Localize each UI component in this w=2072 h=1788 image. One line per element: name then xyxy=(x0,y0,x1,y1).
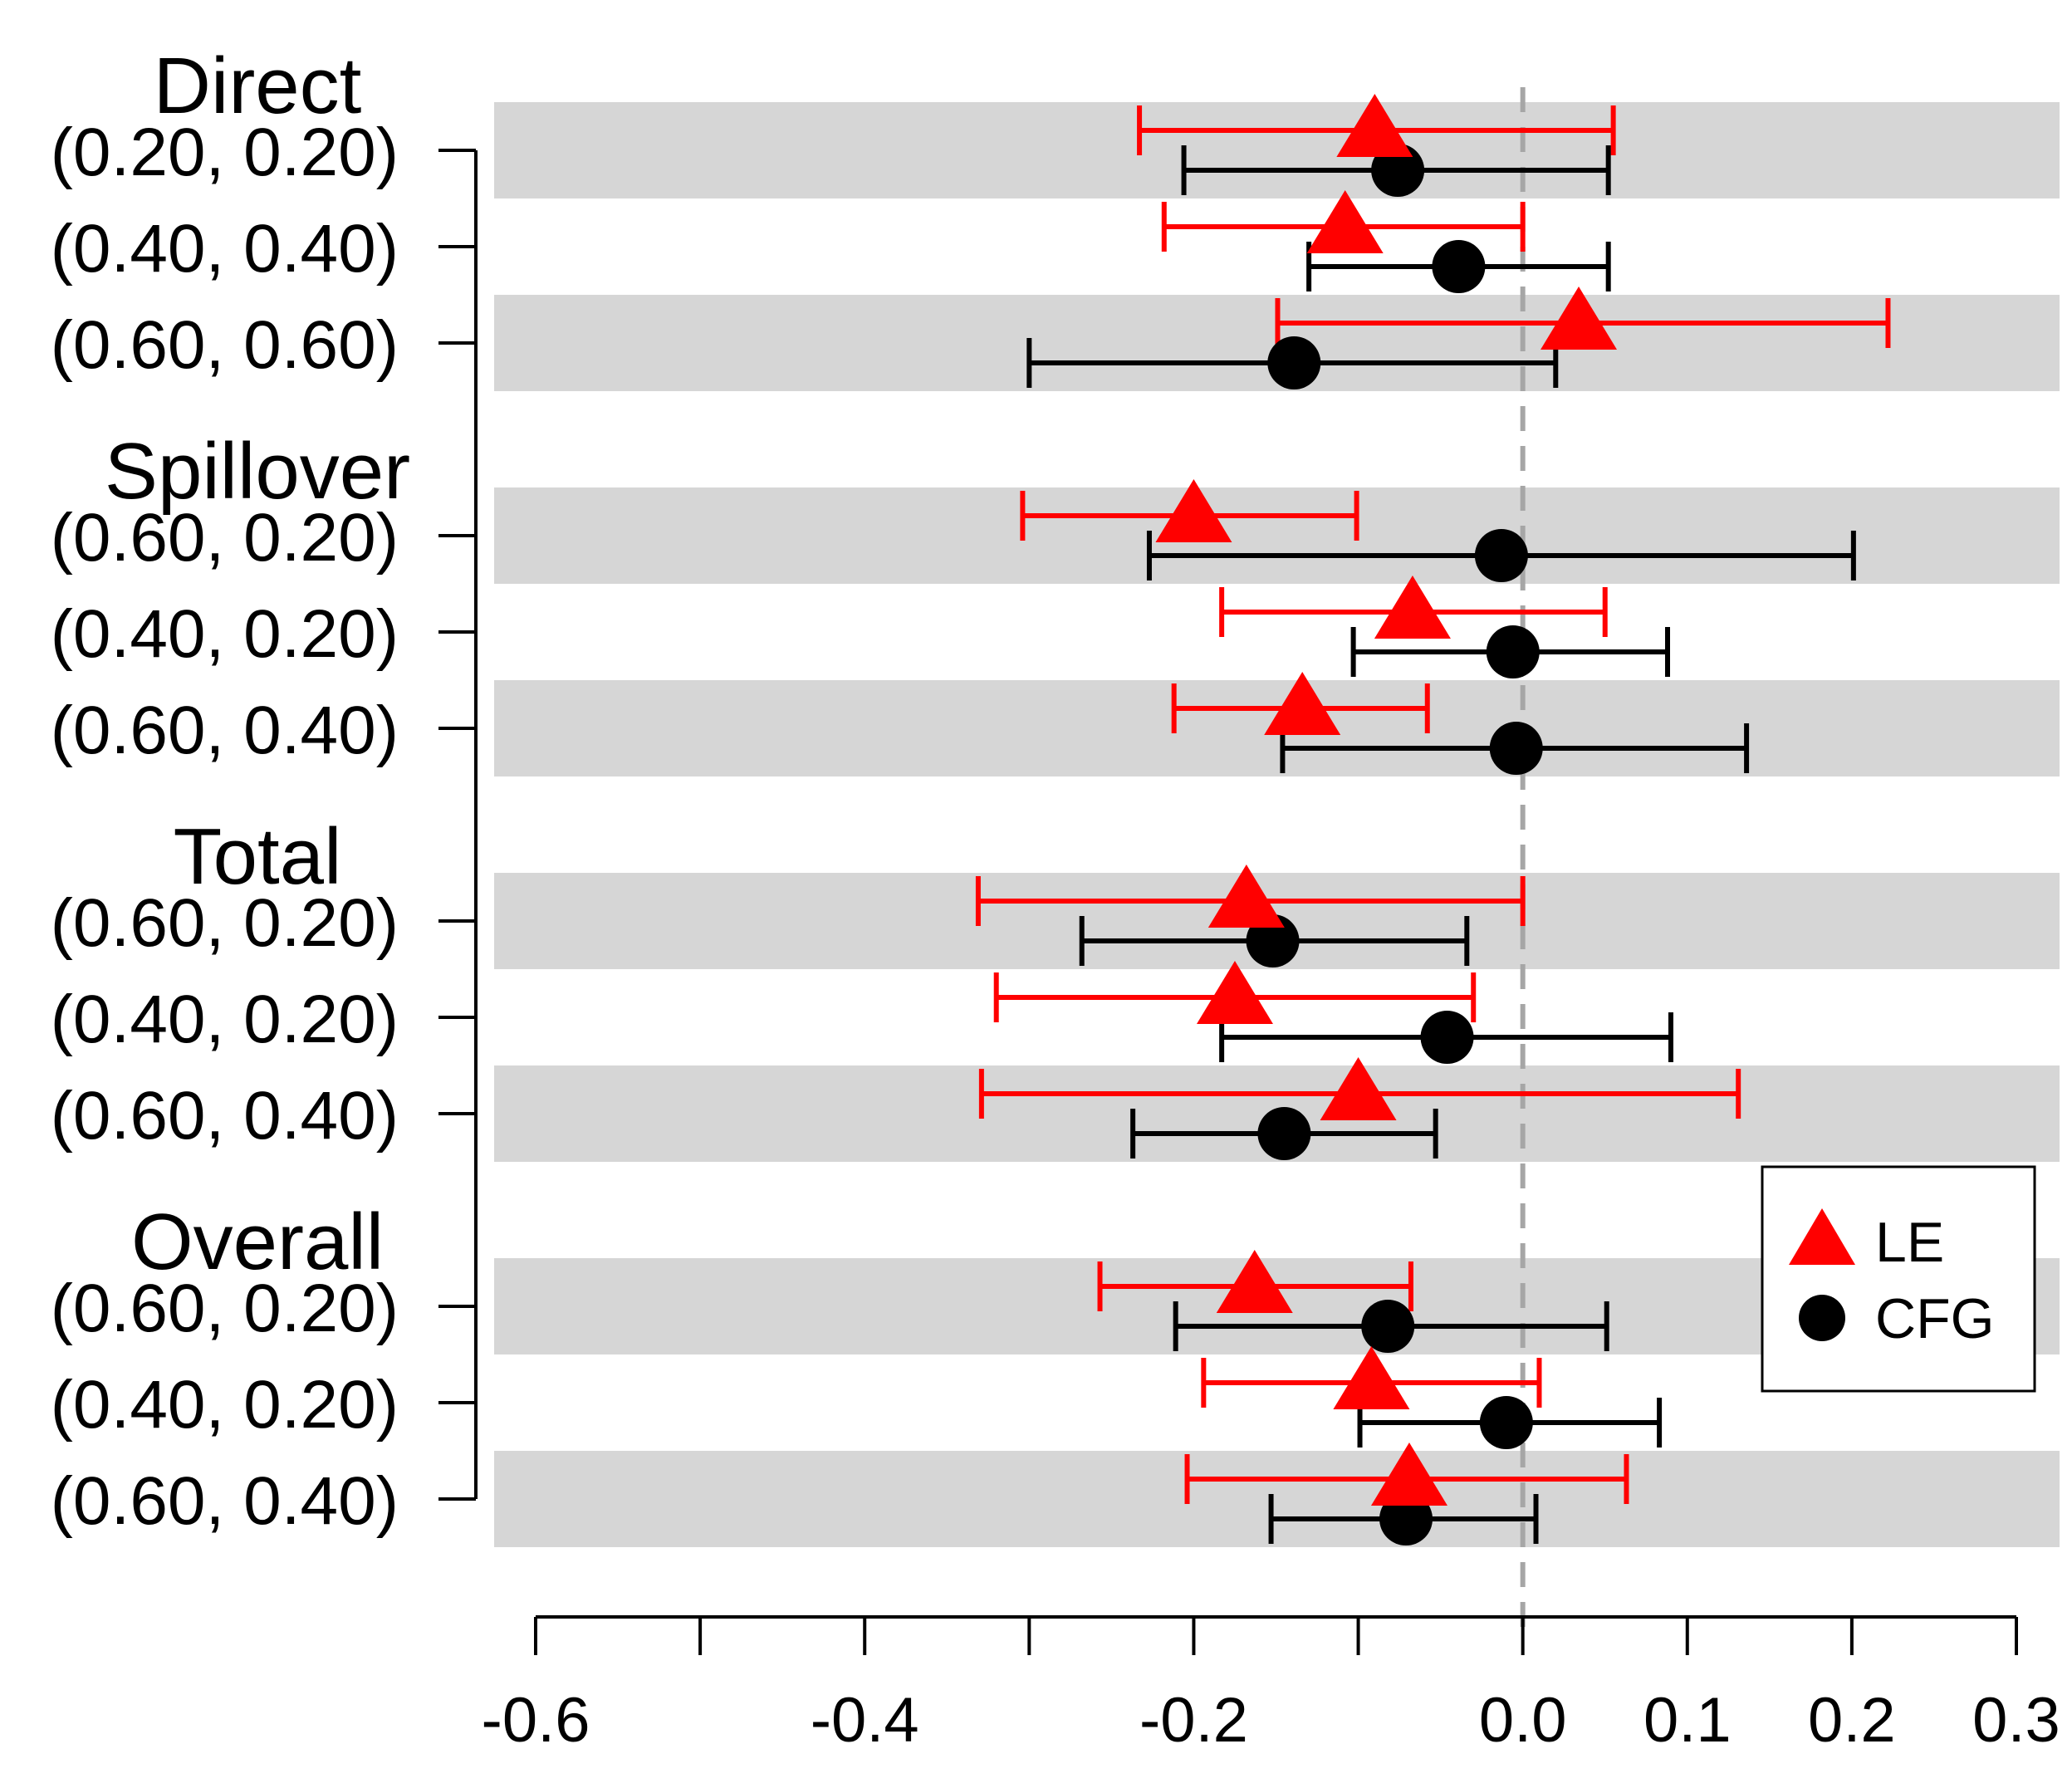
x-tick-label: 0.0 xyxy=(1479,1685,1567,1756)
le-point xyxy=(1264,672,1341,735)
cfg-point xyxy=(1432,240,1486,293)
le-point xyxy=(1216,1250,1293,1313)
row-band xyxy=(494,487,2060,584)
le-point xyxy=(1374,576,1451,639)
cfg-point xyxy=(1420,1011,1474,1064)
row-label: (0.60, 0.40) xyxy=(51,1463,399,1539)
le-point xyxy=(1370,1443,1447,1506)
x-tick-label: -0.6 xyxy=(482,1685,590,1756)
legend-box xyxy=(1761,1165,2036,1393)
row-label: (0.40, 0.20) xyxy=(51,1367,399,1443)
x-tick-label: 0.3 xyxy=(1972,1685,2060,1756)
group-title: Overall xyxy=(131,1198,384,1286)
cfg-point xyxy=(1361,1300,1415,1353)
le-point xyxy=(1333,1346,1410,1409)
row-label: (0.60, 0.40) xyxy=(51,693,399,768)
x-tick-label: 0.1 xyxy=(1643,1685,1732,1756)
group-title: Spillover xyxy=(105,427,410,516)
row-band xyxy=(494,102,2060,198)
cfg-point xyxy=(1486,625,1540,678)
row-label: (0.40, 0.40) xyxy=(51,211,399,287)
cfg-point xyxy=(1267,336,1321,389)
le-point xyxy=(1155,479,1232,542)
row-label: (0.60, 0.20) xyxy=(51,885,399,961)
cfg-point xyxy=(1474,529,1528,582)
row-label: (0.60, 0.20) xyxy=(51,1271,399,1346)
row-label: (0.60, 0.40) xyxy=(51,1078,399,1154)
cfg-point xyxy=(1479,1396,1533,1449)
cfg-point xyxy=(1257,1107,1311,1160)
legend-label-le: LE xyxy=(1875,1211,1944,1274)
row-label: (0.20, 0.20) xyxy=(51,115,399,190)
le-point xyxy=(1196,961,1273,1024)
le-point xyxy=(1306,190,1384,253)
legend-le-symbol xyxy=(1789,1208,1855,1265)
legend-cfg-symbol xyxy=(1799,1295,1845,1341)
le-point xyxy=(1320,1057,1397,1120)
legend-label-cfg: CFG xyxy=(1875,1287,1995,1350)
group-title: Total xyxy=(174,812,342,901)
row-label: (0.40, 0.20) xyxy=(51,596,399,672)
row-label: (0.60, 0.20) xyxy=(51,500,399,576)
le-point xyxy=(1207,865,1285,928)
x-tick-label: -0.2 xyxy=(1139,1685,1248,1756)
le-point xyxy=(1541,287,1618,350)
row-label: (0.40, 0.20) xyxy=(51,982,399,1057)
le-point xyxy=(1336,94,1413,157)
x-tick-label: -0.4 xyxy=(811,1685,919,1756)
cfg-point xyxy=(1489,722,1543,775)
row-band xyxy=(494,1451,2060,1547)
group-title: Direct xyxy=(154,42,362,130)
row-label: (0.60, 0.60) xyxy=(51,307,399,383)
x-tick-label: 0.2 xyxy=(1808,1685,1896,1756)
